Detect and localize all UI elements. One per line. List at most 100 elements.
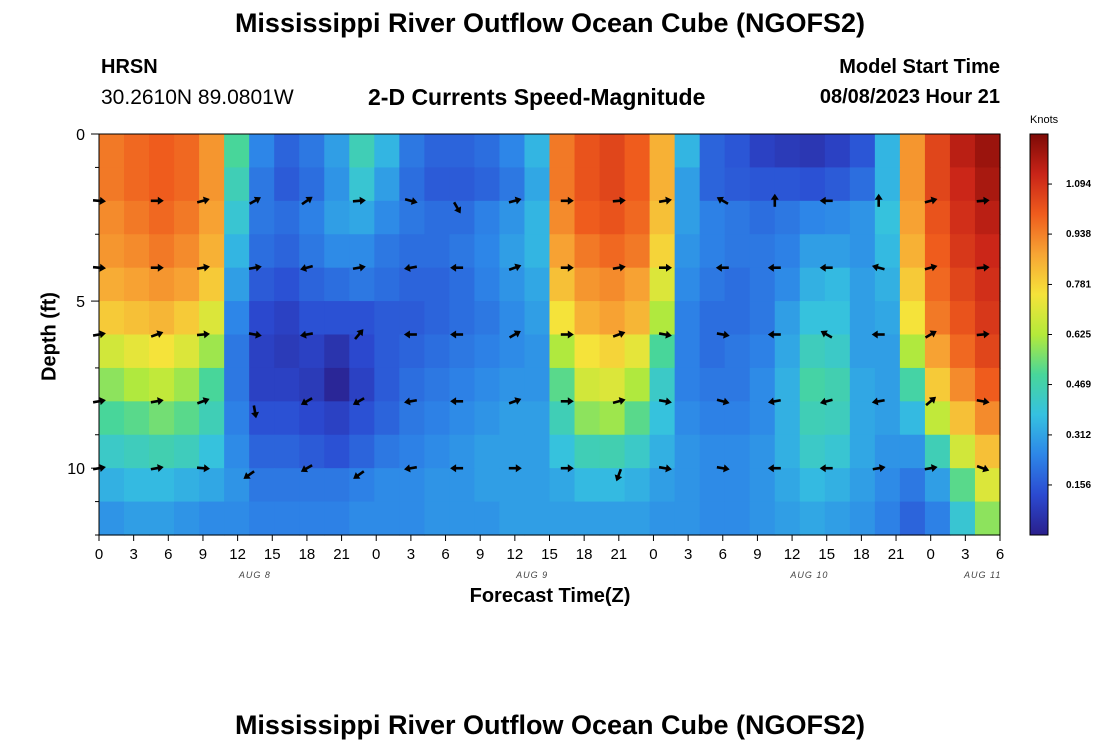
current-vector-arrow — [508, 263, 522, 272]
heatmap-cell — [724, 267, 751, 302]
heatmap-cell — [499, 167, 526, 202]
heatmap-cell — [599, 267, 626, 302]
heatmap-cell — [624, 367, 651, 402]
heatmap-cell — [524, 367, 551, 402]
x-tick-label: 15 — [541, 546, 558, 563]
current-vector-arrow — [249, 196, 261, 205]
current-vector-arrow — [508, 330, 521, 339]
heatmap-cell — [924, 234, 951, 269]
heatmap-cell — [624, 134, 651, 169]
heatmap-cell — [724, 501, 751, 536]
heatmap-cell — [924, 167, 951, 202]
heatmap-cell — [324, 434, 350, 469]
station-coordinates: 30.2610N 89.0801W — [101, 86, 294, 109]
current-vector-arrow — [716, 330, 730, 339]
arrow-head — [352, 398, 361, 406]
heatmap-cell — [824, 367, 851, 402]
heatmap-cell — [299, 200, 325, 235]
heatmap-cell — [224, 267, 250, 302]
current-vector-arrow — [871, 397, 885, 406]
heatmap-cell — [674, 200, 701, 235]
colorbar-gradient-bar — [1029, 133, 1049, 536]
heatmap-cell — [774, 134, 801, 169]
heatmap-cell — [249, 334, 275, 369]
heatmap-cell — [924, 401, 951, 436]
model-start-label: Model Start Time — [839, 56, 1000, 78]
heatmap-cell — [124, 334, 150, 369]
arrow-head — [665, 464, 672, 473]
current-vector-arrow — [450, 397, 464, 406]
current-vector-arrow — [450, 263, 464, 272]
current-vector-arrow — [658, 196, 672, 205]
heatmap-cell — [824, 468, 851, 503]
heatmap-cell — [174, 234, 200, 269]
heatmap-cell — [824, 434, 851, 469]
current-vector-arrow — [352, 397, 365, 406]
heatmap-cell — [899, 167, 926, 202]
heatmap-cell — [599, 200, 626, 235]
current-vector-arrow — [976, 464, 990, 473]
heatmap-cell — [974, 301, 1001, 336]
arrow-head — [300, 330, 307, 339]
heatmap-cell — [524, 234, 551, 269]
heatmap-cell — [974, 134, 1001, 169]
heatmap-cell — [899, 334, 926, 369]
current-vector-arrow — [659, 263, 672, 272]
heatmap-cell — [124, 267, 150, 302]
x-tick-label: 21 — [888, 546, 905, 563]
heatmap-cell — [224, 234, 250, 269]
heatmap-cell — [824, 200, 851, 235]
heatmap-cell — [724, 334, 751, 369]
arrow-head — [450, 263, 457, 272]
heatmap-cell — [674, 301, 701, 336]
heatmap-cell — [374, 167, 400, 202]
current-vector-arrow — [196, 397, 210, 405]
heatmap-cell — [499, 367, 526, 402]
heatmap-cell — [849, 401, 876, 436]
colorbar-tick-label: 0.781 — [1066, 279, 1091, 290]
heatmap-cell — [399, 468, 425, 503]
heatmap-cell — [349, 200, 375, 235]
heatmap-cell — [549, 434, 576, 469]
heatmap-cell — [849, 267, 876, 302]
heatmap-cell — [299, 334, 325, 369]
heatmap-cell — [324, 501, 350, 536]
heatmap-cell — [974, 334, 1001, 369]
heatmap-cell — [849, 434, 876, 469]
heatmap-cell — [299, 267, 325, 302]
heatmap-cell — [649, 468, 676, 503]
heatmap-cell — [399, 134, 425, 169]
heatmap-cell — [599, 334, 626, 369]
arrow-head — [251, 411, 260, 419]
arrow-head — [450, 397, 457, 406]
heatmap-cell — [474, 267, 501, 302]
arrow-head — [619, 196, 626, 205]
x-tick-label: 6 — [441, 546, 449, 563]
heatmap-cell — [699, 267, 726, 302]
heatmap-cell — [849, 234, 876, 269]
heatmap-cell — [699, 200, 726, 235]
heatmap-cell — [674, 434, 701, 469]
heatmap-cell — [724, 200, 751, 235]
heatmap-cell — [824, 167, 851, 202]
current-vector-arrow — [925, 396, 937, 407]
heatmap-cell — [149, 367, 175, 402]
heatmap-cell — [224, 367, 250, 402]
heatmap-cell — [124, 367, 150, 402]
heatmap-cell — [324, 367, 350, 402]
heatmap-cell — [574, 401, 601, 436]
current-vector-arrow — [243, 470, 255, 479]
heatmap-cell — [574, 267, 601, 302]
current-vector-arrow — [658, 397, 672, 406]
heatmap-cell — [174, 134, 200, 169]
heatmap-cell — [349, 234, 375, 269]
heatmap-cell — [574, 434, 601, 469]
heatmap-cell — [599, 234, 626, 269]
arrow-head — [99, 263, 106, 272]
colorbar: 1.094 0.938 0.781 0.625 0.469 0.312 0.156 — [1029, 133, 1091, 536]
heatmap-cell — [249, 234, 275, 269]
heatmap-cell — [799, 434, 826, 469]
heatmap-cell — [249, 501, 275, 536]
model-start-value: 08/08/2023 Hour 21 — [819, 86, 1000, 108]
heatmap-cell — [374, 234, 400, 269]
